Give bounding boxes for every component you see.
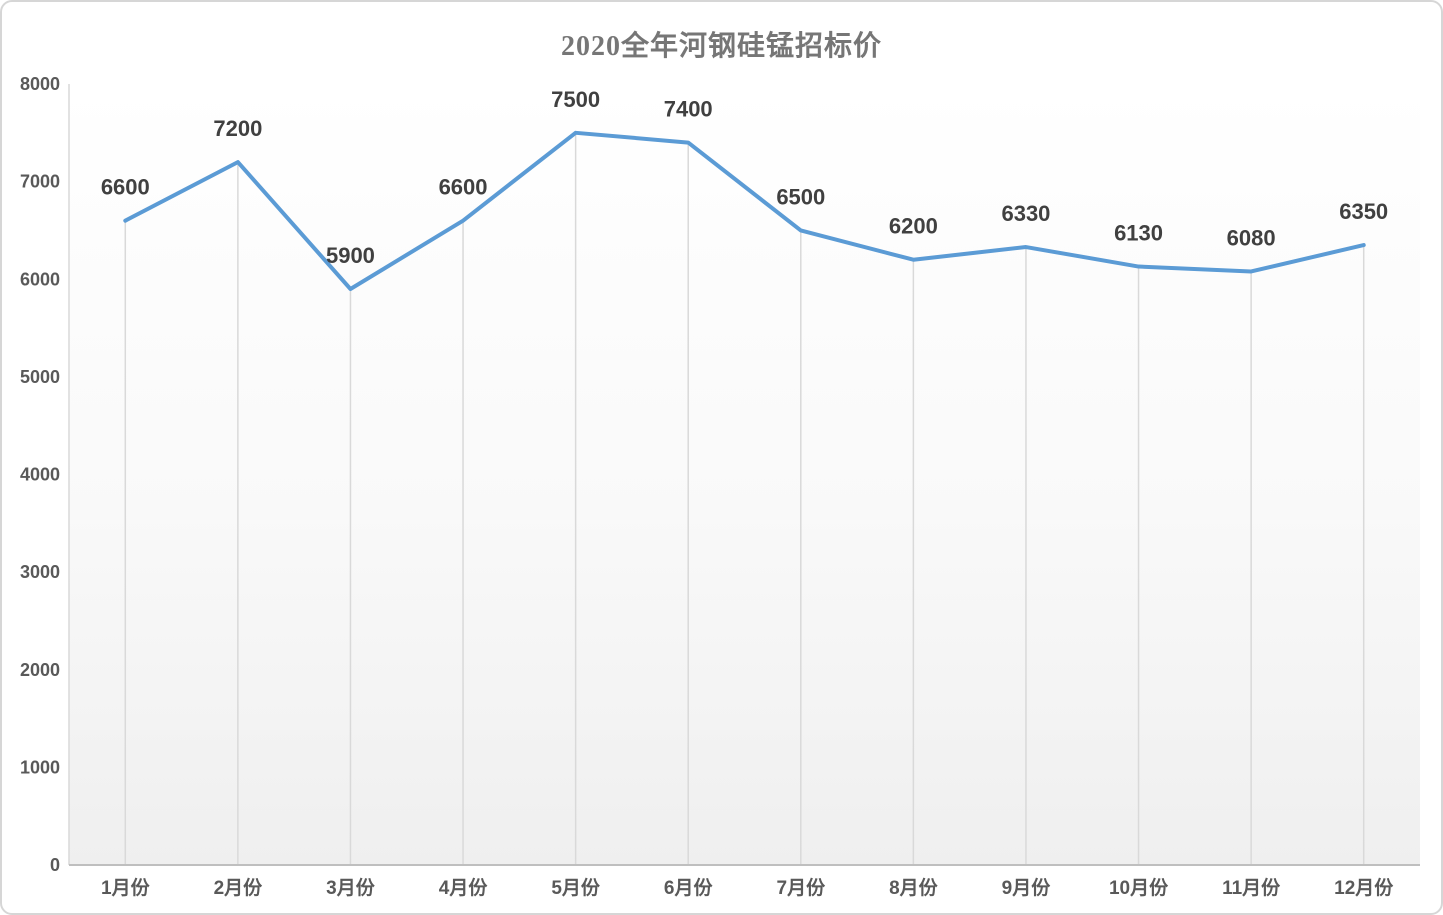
y-axis-tick-label: 5000 [20, 367, 60, 387]
data-point-label: 6600 [101, 175, 150, 200]
y-axis-tick-label: 8000 [20, 74, 60, 94]
y-axis-tick-label: 0 [50, 855, 60, 875]
x-axis-category-label: 3月份 [326, 876, 376, 899]
y-axis-tick-label: 2000 [20, 660, 60, 680]
y-axis-tick-label: 7000 [20, 172, 60, 192]
x-axis-category-label: 2月份 [214, 876, 264, 899]
x-axis-category-label: 4月份 [439, 876, 489, 899]
data-point-label: 6600 [439, 175, 488, 200]
data-point-label: 7400 [664, 97, 713, 122]
x-axis-category-label: 8月份 [889, 876, 939, 899]
chart-title: 2020全年河钢硅锰招标价 [560, 31, 882, 62]
y-axis-tick-label: 3000 [20, 562, 60, 582]
x-axis-category-label: 7月份 [777, 876, 827, 899]
y-axis-tick-label: 1000 [20, 757, 60, 777]
data-point-label: 6330 [1001, 201, 1050, 226]
y-axis-tick-label: 4000 [20, 465, 60, 485]
x-axis-category-label: 12月份 [1334, 876, 1394, 899]
data-point-label: 5900 [326, 243, 375, 268]
x-axis-category-label: 9月份 [1002, 876, 1052, 899]
y-axis-tick-label: 6000 [20, 269, 60, 289]
data-point-label: 6350 [1339, 199, 1388, 224]
plot-area-background [69, 84, 1420, 865]
price-line-series [123, 130, 1366, 292]
x-axis-category-label: 1月份 [101, 876, 151, 899]
data-point-label: 6500 [776, 184, 825, 209]
x-axis-category-label: 11月份 [1222, 876, 1281, 899]
data-point-label: 7200 [213, 116, 262, 141]
data-point-label: 7500 [551, 87, 600, 112]
x-axis-category-label: 10月份 [1109, 876, 1169, 899]
x-axis-category-label: 6月份 [664, 876, 714, 899]
data-point-label: 6200 [889, 214, 938, 239]
x-axis-category-label: 5月份 [551, 876, 601, 899]
data-point-label: 6130 [1114, 221, 1163, 246]
data-point-label: 6080 [1227, 225, 1276, 250]
